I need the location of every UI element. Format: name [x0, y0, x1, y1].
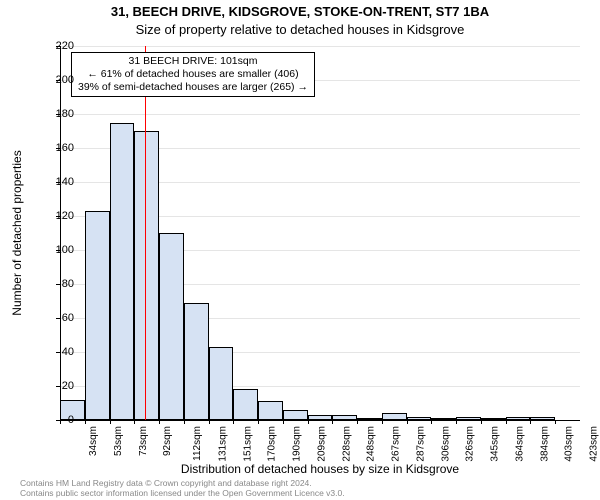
- x-tick-label: 384sqm: [539, 426, 550, 462]
- histogram-bar: [85, 211, 110, 420]
- x-tick: [209, 420, 210, 424]
- histogram-bar: [233, 389, 258, 420]
- x-tick-label: 364sqm: [515, 426, 526, 462]
- x-tick: [481, 420, 482, 424]
- x-tick-label: 170sqm: [267, 426, 278, 462]
- histogram-bar: [283, 410, 308, 420]
- x-tick: [555, 420, 556, 424]
- histogram-bar: [382, 413, 407, 420]
- x-axis-label: Distribution of detached houses by size …: [60, 462, 580, 476]
- y-tick-label: 180: [34, 108, 74, 120]
- histogram-bar: [258, 401, 283, 420]
- y-tick-label: 100: [34, 244, 74, 256]
- x-tick-label: 403sqm: [564, 426, 575, 462]
- x-tick-label: 248sqm: [366, 426, 377, 462]
- x-tick: [357, 420, 358, 424]
- x-tick: [159, 420, 160, 424]
- x-tick-label: 112sqm: [192, 426, 203, 461]
- y-axis-label: Number of detached properties: [10, 150, 24, 315]
- x-tick: [184, 420, 185, 424]
- x-tick-label: 92sqm: [162, 426, 173, 456]
- y-tick-label: 200: [34, 74, 74, 86]
- x-tick: [85, 420, 86, 424]
- footer-line-2: Contains public sector information licen…: [20, 489, 345, 498]
- x-tick: [456, 420, 457, 424]
- x-tick-label: 53sqm: [113, 426, 124, 456]
- x-tick-label: 267sqm: [391, 426, 402, 462]
- gridline: [60, 46, 580, 47]
- x-tick-label: 190sqm: [292, 426, 303, 462]
- y-tick-label: 80: [34, 278, 74, 290]
- y-tick-label: 20: [34, 380, 74, 392]
- x-tick-label: 131sqm: [217, 426, 228, 462]
- x-tick-label: 306sqm: [440, 426, 451, 462]
- y-tick-label: 220: [34, 40, 74, 52]
- x-tick-label: 228sqm: [341, 426, 352, 462]
- x-tick: [530, 420, 531, 424]
- x-tick: [134, 420, 135, 424]
- y-axis: [60, 46, 61, 420]
- annotation-box: 31 BEECH DRIVE: 101sqm ← 61% of detached…: [71, 52, 315, 97]
- y-tick-label: 0: [34, 414, 74, 426]
- x-tick-label: 34sqm: [88, 426, 99, 456]
- x-tick: [407, 420, 408, 424]
- y-tick-label: 120: [34, 210, 74, 222]
- page-subtitle: Size of property relative to detached ho…: [0, 22, 600, 37]
- gridline: [60, 114, 580, 115]
- y-tick-label: 140: [34, 176, 74, 188]
- x-tick: [110, 420, 111, 424]
- reference-line: [145, 46, 146, 420]
- histogram-bar: [110, 123, 135, 421]
- x-tick: [258, 420, 259, 424]
- histogram-bar: [184, 303, 209, 420]
- chart-plot-area: 34sqm53sqm73sqm92sqm112sqm131sqm151sqm17…: [60, 46, 580, 420]
- x-tick: [332, 420, 333, 424]
- x-tick: [382, 420, 383, 424]
- annotation-line-1: 31 BEECH DRIVE: 101sqm: [78, 55, 308, 68]
- x-tick-label: 345sqm: [490, 426, 501, 462]
- y-tick-label: 60: [34, 312, 74, 324]
- annotation-line-3: 39% of semi-detached houses are larger (…: [78, 81, 308, 94]
- histogram-bar: [134, 131, 159, 420]
- x-tick: [233, 420, 234, 424]
- histogram-bar: [159, 233, 184, 420]
- page-title: 31, BEECH DRIVE, KIDSGROVE, STOKE-ON-TRE…: [0, 4, 600, 19]
- x-tick: [308, 420, 309, 424]
- x-tick-label: 326sqm: [465, 426, 476, 462]
- y-tick-label: 160: [34, 142, 74, 154]
- x-tick-label: 151sqm: [242, 426, 253, 462]
- x-tick-label: 287sqm: [415, 426, 426, 462]
- footer-attribution: Contains HM Land Registry data © Crown c…: [20, 479, 345, 498]
- x-tick: [506, 420, 507, 424]
- histogram-bar: [209, 347, 234, 420]
- x-tick: [283, 420, 284, 424]
- annotation-line-2: ← 61% of detached houses are smaller (40…: [78, 68, 308, 81]
- x-tick-label: 423sqm: [589, 426, 600, 462]
- x-tick-label: 209sqm: [316, 426, 327, 462]
- x-tick-label: 73sqm: [138, 426, 149, 456]
- y-tick-label: 40: [34, 346, 74, 358]
- x-tick: [431, 420, 432, 424]
